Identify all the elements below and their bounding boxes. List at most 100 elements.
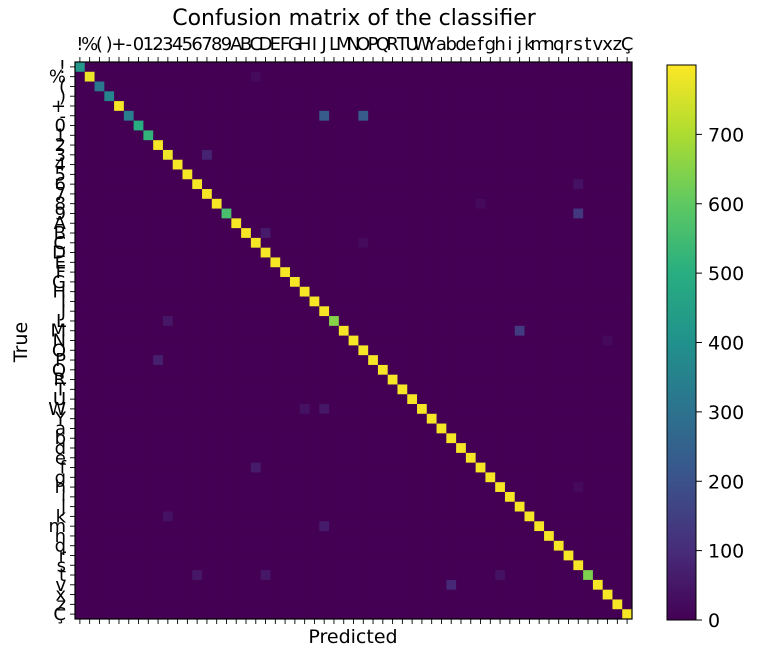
heatmap-cell <box>84 579 95 591</box>
heatmap-cell <box>524 159 535 170</box>
x-tick-label: g <box>485 34 496 55</box>
heatmap-cell <box>612 159 623 170</box>
heatmap-cell <box>104 91 115 102</box>
heatmap-cell <box>260 501 271 512</box>
heatmap-cell <box>417 462 428 473</box>
heatmap-cell <box>377 110 389 122</box>
heatmap-cell <box>495 531 506 542</box>
heatmap-cell <box>133 286 144 297</box>
heatmap-cell <box>456 443 467 454</box>
heatmap-cell <box>260 325 271 337</box>
heatmap-cell <box>524 140 535 151</box>
heatmap-cell <box>553 374 564 385</box>
heatmap-cell <box>358 179 369 190</box>
heatmap-cell <box>446 110 457 122</box>
heatmap-cell <box>338 179 350 190</box>
heatmap-cell <box>250 189 262 200</box>
heatmap-cell <box>260 550 271 561</box>
heatmap-cell <box>592 579 604 591</box>
heatmap-cell <box>514 179 525 190</box>
heatmap-cell <box>280 491 291 503</box>
heatmap-cell <box>182 609 193 620</box>
heatmap-cell <box>162 531 174 542</box>
heatmap-cell <box>153 384 164 395</box>
heatmap-cell <box>417 91 428 102</box>
heatmap-cell <box>75 609 86 620</box>
heatmap-cell <box>202 286 213 297</box>
heatmap-cell <box>153 335 164 346</box>
heatmap-cell <box>485 462 496 473</box>
y-tick-label: f <box>60 458 67 479</box>
heatmap-cell <box>172 247 183 258</box>
heatmap-cell <box>329 570 340 581</box>
heatmap-cell <box>231 159 242 170</box>
heatmap-cell <box>612 110 623 122</box>
heatmap-cell <box>280 384 291 395</box>
heatmap-cell <box>485 276 496 288</box>
heatmap-cell <box>329 423 340 434</box>
heatmap-cell <box>485 62 496 73</box>
heatmap-cell <box>456 404 467 415</box>
heatmap-cell <box>504 394 516 405</box>
heatmap-cell <box>544 550 555 561</box>
heatmap-cell <box>534 355 545 366</box>
heatmap-cell <box>368 540 379 551</box>
heatmap-cell <box>250 276 262 288</box>
heatmap-cell <box>289 218 301 229</box>
heatmap-cell <box>270 482 281 493</box>
heatmap-cell <box>348 335 359 346</box>
heatmap-cell <box>358 550 369 561</box>
heatmap-cell <box>583 198 594 209</box>
heatmap-cell <box>309 550 320 561</box>
heatmap-cell <box>202 62 213 73</box>
heatmap-cell <box>84 443 95 454</box>
heatmap-cell <box>622 443 633 454</box>
heatmap-cell <box>172 296 183 307</box>
heatmap-cell <box>162 208 174 219</box>
heatmap-cell <box>602 169 613 180</box>
heatmap-cell <box>622 550 633 561</box>
y-tick-label: F <box>56 262 66 283</box>
heatmap-cell <box>241 599 252 610</box>
heatmap-cell <box>270 179 281 190</box>
heatmap-cell <box>573 531 584 542</box>
heatmap-cell <box>211 452 222 464</box>
heatmap-cell <box>143 599 154 610</box>
heatmap-cell <box>289 286 301 297</box>
heatmap-cell <box>280 452 291 464</box>
heatmap-cell <box>387 140 398 151</box>
heatmap-cell <box>162 218 174 229</box>
heatmap-cell <box>309 257 320 268</box>
heatmap-cell <box>319 325 330 337</box>
heatmap-cell <box>260 228 271 239</box>
x-tick-label: e <box>465 34 476 55</box>
heatmap-cell <box>241 423 252 434</box>
heatmap-cell <box>280 521 291 532</box>
heatmap-cell <box>612 198 623 209</box>
heatmap-cell <box>84 335 95 346</box>
heatmap-cell <box>563 306 574 317</box>
heatmap-cell <box>475 599 486 610</box>
heatmap-cell <box>358 423 369 434</box>
heatmap-cell <box>309 62 320 73</box>
heatmap-cell <box>407 404 418 415</box>
heatmap-cell <box>387 110 398 122</box>
heatmap-cell <box>270 355 281 366</box>
heatmap-cell <box>329 452 340 464</box>
heatmap-cell <box>75 384 86 395</box>
heatmap-cell <box>387 130 398 141</box>
heatmap-cell <box>495 413 506 424</box>
heatmap-cell <box>192 228 203 239</box>
heatmap-cell <box>104 452 115 464</box>
heatmap-cell <box>123 130 135 141</box>
heatmap-cell <box>397 169 408 180</box>
heatmap-cell <box>143 404 154 415</box>
heatmap-cell <box>299 540 310 551</box>
heatmap-cell <box>280 71 291 82</box>
heatmap-cell <box>602 149 613 161</box>
heatmap-cell <box>299 120 310 131</box>
heatmap-cell <box>182 306 193 317</box>
heatmap-cell <box>553 81 564 92</box>
heatmap-cell <box>270 296 281 307</box>
heatmap-cell <box>583 62 594 73</box>
